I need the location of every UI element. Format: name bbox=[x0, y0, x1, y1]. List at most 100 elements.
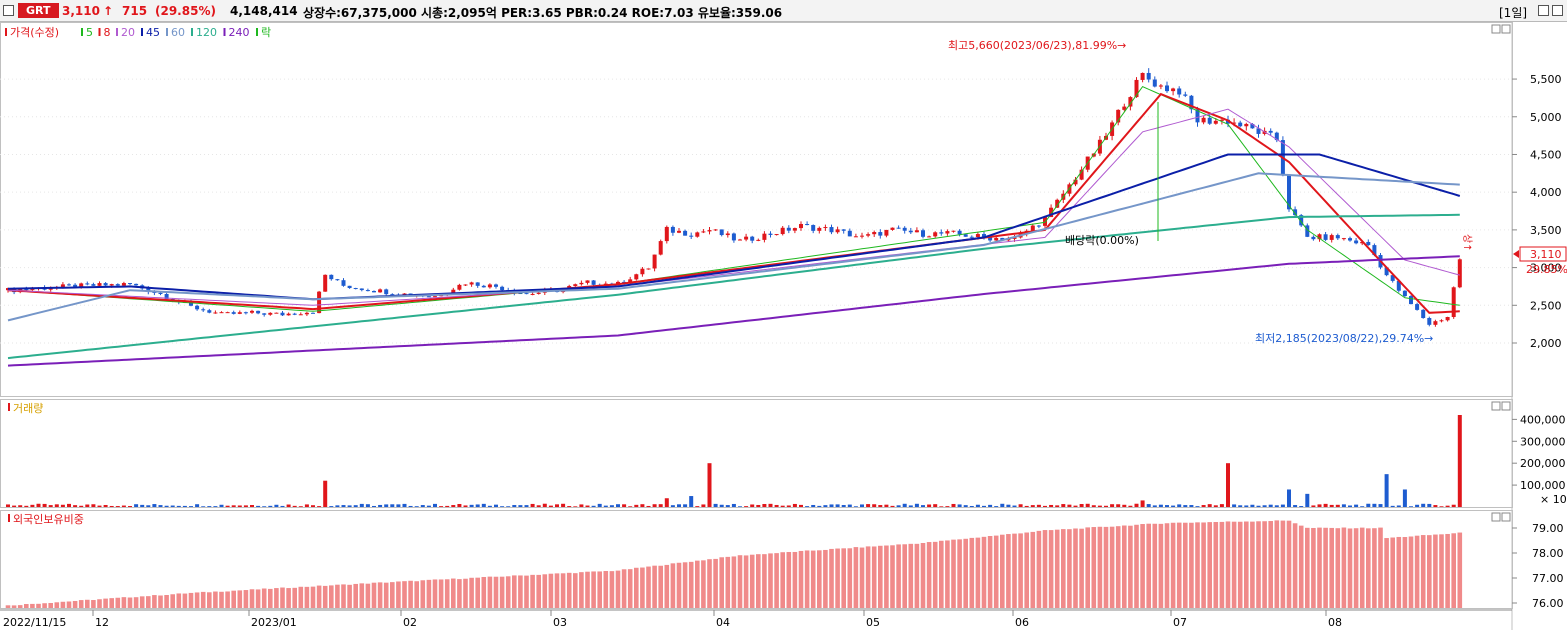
foreign-bar bbox=[591, 571, 596, 608]
candle-body bbox=[457, 284, 462, 290]
foreign-bar bbox=[42, 603, 47, 608]
panel-restore-icon[interactable] bbox=[1491, 24, 1501, 34]
period-selector[interactable]: [1일] bbox=[1499, 6, 1528, 20]
volume-bar bbox=[1256, 505, 1261, 507]
foreign-bar bbox=[213, 591, 218, 608]
foreign-bar bbox=[66, 601, 72, 608]
volume-bar bbox=[396, 504, 401, 507]
volume-bar bbox=[457, 503, 462, 507]
candle-body bbox=[1189, 95, 1194, 110]
volume-restore-icon[interactable] bbox=[1491, 401, 1501, 411]
candle-body bbox=[774, 234, 779, 236]
volume-bar bbox=[1134, 503, 1139, 507]
foreign-bar bbox=[993, 535, 999, 608]
volume-bar bbox=[609, 505, 614, 507]
legend-item-8[interactable]: 락 bbox=[261, 26, 271, 39]
candle-body bbox=[853, 236, 858, 238]
foreign-close-icon[interactable] bbox=[1501, 512, 1511, 522]
volume-bar bbox=[359, 503, 364, 507]
volume-close-icon[interactable] bbox=[1501, 401, 1511, 411]
x-tick-9: 08 bbox=[1328, 616, 1342, 629]
volume-bar bbox=[402, 503, 407, 507]
legend-item-4[interactable]: 45 bbox=[146, 26, 160, 39]
foreign-bar bbox=[1305, 527, 1310, 608]
volume-bar bbox=[530, 503, 535, 507]
candle-body bbox=[103, 283, 108, 286]
chart-canvas[interactable]: 가격(수정) 5 8 20 45 60 120 240 락 5,500 5,000 4,500 4,0… bbox=[0, 22, 1567, 630]
candle-body bbox=[195, 305, 200, 310]
candle-body bbox=[658, 241, 663, 255]
stock-code[interactable]: GRT bbox=[18, 3, 59, 18]
candle-body bbox=[878, 232, 883, 236]
foreign-bar bbox=[1445, 533, 1450, 608]
foreign-bar bbox=[737, 555, 743, 608]
foreign-bar bbox=[1189, 522, 1194, 608]
candle-body bbox=[67, 284, 71, 286]
foreign-bar bbox=[1329, 527, 1334, 608]
foreign-bar bbox=[451, 578, 456, 608]
volume-bar bbox=[1006, 504, 1011, 507]
panel-close-icon[interactable] bbox=[1501, 24, 1511, 34]
volume-bar bbox=[1030, 505, 1035, 507]
volume-bar bbox=[1097, 505, 1102, 507]
foreign-bar bbox=[762, 554, 767, 608]
volume-tick-2: 200,000 bbox=[1520, 457, 1566, 470]
foreign-bar bbox=[627, 569, 633, 608]
foreign-bar bbox=[1134, 524, 1139, 608]
foreign-bar bbox=[939, 540, 944, 608]
volume-bar bbox=[1128, 505, 1133, 507]
volume-bar bbox=[579, 504, 584, 507]
menu-icon[interactable] bbox=[3, 5, 14, 16]
foreign-bar bbox=[396, 581, 401, 608]
candle-body bbox=[817, 227, 822, 231]
foreign-bar bbox=[493, 576, 499, 608]
legend-item-2[interactable]: 8 bbox=[104, 26, 111, 39]
close-icon[interactable] bbox=[1552, 5, 1563, 16]
foreign-bar bbox=[878, 545, 883, 608]
volume-bar bbox=[195, 504, 200, 507]
foreign-bar bbox=[139, 596, 145, 608]
foreign-bar bbox=[1000, 534, 1005, 608]
legend-item-1[interactable]: 5 bbox=[86, 26, 93, 39]
candle-body bbox=[91, 284, 96, 286]
legend-item-7[interactable]: 240 bbox=[229, 26, 250, 39]
candle-body bbox=[323, 274, 328, 292]
legend-item-3[interactable]: 20 bbox=[121, 26, 135, 39]
volume-bar bbox=[555, 504, 559, 507]
ma-line-120 bbox=[7, 213, 1460, 360]
foreign-bar bbox=[292, 587, 297, 608]
foreign-bar bbox=[1451, 533, 1456, 608]
candle-body bbox=[359, 288, 364, 291]
legend-swatch-5 bbox=[166, 28, 168, 36]
volume-bar bbox=[768, 503, 773, 507]
candle-body bbox=[573, 284, 578, 286]
candle-body bbox=[1366, 241, 1371, 246]
foreign-bar bbox=[255, 589, 261, 608]
minimize-icon[interactable] bbox=[1538, 5, 1549, 16]
volume-bar bbox=[548, 505, 553, 507]
candle-body bbox=[451, 289, 456, 294]
foreign-bar bbox=[408, 580, 413, 608]
volume-bar bbox=[1341, 504, 1346, 507]
foreign-bar bbox=[707, 559, 712, 608]
legend-item-0[interactable]: 가격(수정) bbox=[10, 26, 59, 39]
volume-bar bbox=[1091, 505, 1096, 507]
foreign-bar bbox=[1244, 521, 1249, 608]
volume-bar bbox=[1085, 503, 1090, 507]
volume-bar bbox=[628, 506, 633, 507]
foreign-restore-icon[interactable] bbox=[1491, 512, 1501, 522]
candle-body bbox=[921, 230, 925, 237]
foreign-bar bbox=[365, 583, 371, 608]
candle-body bbox=[463, 284, 468, 286]
foreign-bar bbox=[219, 591, 224, 608]
candle-body bbox=[335, 279, 340, 281]
foreign-bar bbox=[1408, 536, 1414, 608]
legend-item-6[interactable]: 120 bbox=[196, 26, 217, 39]
foreign-bar bbox=[298, 586, 304, 608]
foreign-bar bbox=[487, 576, 493, 608]
legend-item-5[interactable]: 60 bbox=[171, 26, 185, 39]
foreign-bar bbox=[859, 547, 865, 608]
foreign-bar bbox=[701, 560, 706, 608]
volume-bar bbox=[48, 505, 53, 507]
foreign-bar bbox=[646, 566, 651, 608]
